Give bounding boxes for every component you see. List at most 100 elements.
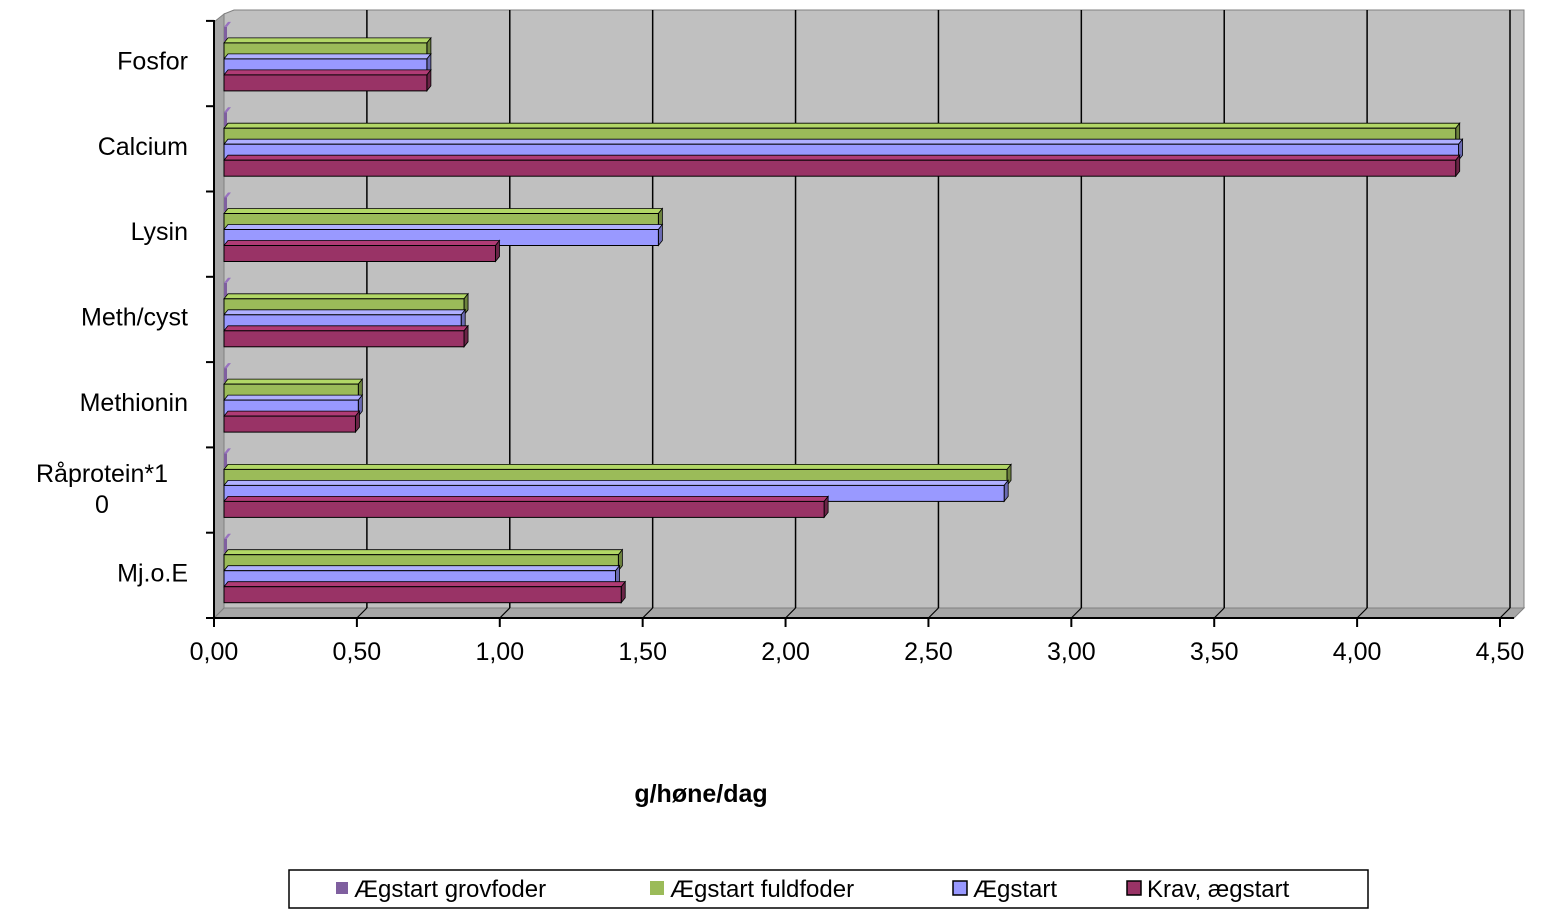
bar-face: [223, 415, 356, 433]
bar-top: [223, 208, 664, 214]
bar-top: [223, 378, 364, 385]
bar-face: [223, 159, 1457, 177]
bar-stub: [224, 533, 231, 553]
plot-floor: [212, 607, 1526, 619]
legend-swatch: [650, 881, 664, 895]
legend-items: Ægstart grovfoder Ægstart fuldfoder Ægstar…: [336, 876, 1290, 903]
bar-segment: [224, 368, 227, 383]
x-tick-label: 4,50: [1476, 638, 1525, 666]
bar: [223, 409, 361, 434]
legend-label: Ægstart: [973, 876, 1057, 903]
bar-top: [223, 479, 1010, 486]
category-labels: Mj.o.E Råprotein*1 0 Methionin Meth/cyst Lysi…: [36, 48, 188, 588]
legend-swatch: [336, 882, 348, 894]
bar-top: [223, 240, 501, 246]
plot-side-wall: [213, 12, 225, 620]
category-label: Lysin: [131, 218, 188, 246]
bar-top: [223, 410, 361, 417]
bar-top: [224, 448, 231, 454]
x-tick-label: 0,50: [333, 638, 382, 666]
gridline-floor: [785, 607, 796, 619]
bar-face: [223, 74, 428, 92]
bar-top: [224, 533, 231, 539]
bar-top: [223, 138, 1464, 145]
x-axis-label: g/høne/dag: [634, 780, 767, 808]
x-tick-label: 1,00: [475, 638, 524, 666]
gridline-floor: [1070, 607, 1082, 619]
bar-top: [223, 463, 1012, 470]
bar-top: [223, 154, 1461, 161]
bar-top: [223, 394, 364, 401]
legend-swatch: [1126, 880, 1142, 896]
bar: [223, 324, 469, 348]
gridline-floor: [1356, 607, 1368, 619]
category-label: Råprotein*1 0: [36, 460, 168, 519]
gridline-floor: [1213, 607, 1225, 619]
y-axis-ticks: [206, 19, 214, 619]
category-label: Fosfor: [117, 48, 188, 76]
bar-face: [223, 330, 465, 348]
bar-segment: [224, 197, 227, 212]
x-tick-label: 2,50: [904, 638, 953, 666]
bar-top: [223, 309, 467, 316]
bar-stub: [224, 21, 231, 41]
legend-item: Ægstart grovfoder: [336, 876, 546, 903]
bar-top: [224, 107, 231, 113]
bar-stub: [224, 448, 231, 468]
bar-top: [223, 293, 469, 300]
bar-top: [223, 581, 627, 588]
category-label: Calcium: [98, 133, 188, 161]
legend-label: Krav, ægstart: [1147, 876, 1290, 903]
x-axis-ticks: [213, 618, 1501, 627]
bar-stub: [224, 277, 231, 297]
gridline-floor: [356, 607, 368, 619]
bar-top: [224, 21, 231, 27]
bar-stub: [224, 107, 231, 127]
x-tick-label: 1,50: [618, 638, 667, 666]
bar-top: [224, 363, 231, 369]
bar-segment: [224, 112, 227, 127]
bar-top: [223, 224, 664, 230]
bar-top: [223, 325, 469, 332]
legend: Ægstart grovfoder Ægstart fuldfoder Ægstar…: [288, 869, 1369, 909]
bar-top: [223, 37, 432, 44]
legend-box: [288, 869, 1369, 909]
bar-face: [223, 586, 622, 604]
x-tick-label: 3,00: [1047, 638, 1096, 666]
bar-top: [223, 565, 621, 572]
legend-item: Ægstart: [952, 876, 1057, 903]
x-tick-label: 4,00: [1333, 638, 1382, 666]
bar-top: [224, 192, 231, 198]
category-label-line: 0: [95, 491, 109, 519]
category-label: Meth/cyst: [81, 303, 188, 331]
x-tick-label: 2,00: [761, 638, 810, 666]
legend-label: Ægstart fuldfoder: [670, 876, 854, 903]
bar-segment: [224, 282, 227, 297]
bar-face: [223, 500, 825, 518]
bar-top: [223, 122, 1461, 129]
x-tick-labels: 0,00 0,50 1,00 1,50 2,00 2,50 3,00 3,50 4,00 4,50: [190, 638, 1525, 666]
gridline-floor: [642, 607, 654, 619]
bars: [223, 21, 1464, 604]
legend-item: Ægstart fuldfoder: [650, 876, 854, 903]
bar: [223, 239, 501, 263]
category-label: Mj.o.E: [117, 559, 188, 587]
bar-segment: [224, 453, 227, 468]
category-label: Methionin: [80, 389, 188, 417]
bar-top: [223, 549, 624, 556]
x-tick-label: 0,00: [190, 638, 239, 666]
bar-stub: [224, 192, 231, 212]
x-tick-label: 3,50: [1190, 638, 1239, 666]
bar-face: [223, 245, 496, 262]
bar: [223, 68, 432, 93]
bar-stub: [224, 363, 231, 383]
legend-item: Krav, ægstart: [1126, 876, 1290, 903]
gridline-floor: [1499, 607, 1511, 619]
gridline-floor: [499, 607, 511, 619]
bar-top: [223, 495, 829, 502]
bar-top: [223, 69, 432, 76]
bar: [223, 580, 627, 604]
legend-label: Ægstart grovfoder: [354, 876, 546, 903]
bar-segment: [224, 26, 227, 41]
